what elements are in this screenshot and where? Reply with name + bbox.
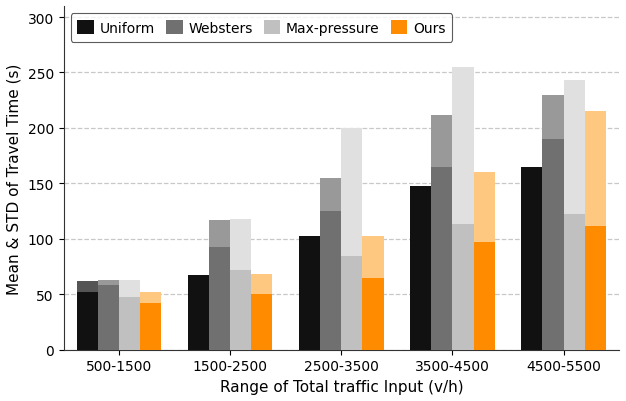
Bar — [77, 282, 98, 292]
Y-axis label: Mean & STD of Travel Time (s): Mean & STD of Travel Time (s) — [7, 63, 22, 294]
Bar — [362, 236, 384, 278]
Bar — [321, 212, 341, 350]
Bar — [431, 167, 453, 350]
Bar — [542, 140, 563, 350]
Bar — [252, 295, 272, 350]
Bar — [431, 115, 453, 167]
Bar — [473, 243, 495, 350]
Bar — [140, 304, 162, 350]
Bar — [209, 247, 230, 350]
Bar — [77, 292, 98, 350]
Bar — [362, 278, 384, 350]
Bar — [321, 178, 341, 212]
Bar — [563, 215, 585, 350]
Bar — [341, 256, 362, 350]
Bar — [98, 286, 119, 350]
Bar — [252, 275, 272, 295]
Legend: Uniform, Websters, Max-pressure, Ours: Uniform, Websters, Max-pressure, Ours — [71, 14, 453, 43]
Bar — [453, 225, 473, 350]
Bar — [542, 95, 563, 140]
Bar — [230, 270, 252, 350]
Bar — [563, 81, 585, 215]
Bar — [119, 280, 140, 297]
Bar — [473, 173, 495, 243]
Bar — [410, 186, 431, 350]
Bar — [521, 167, 542, 350]
Bar — [230, 219, 252, 270]
X-axis label: Range of Total traffic Input (v/h): Range of Total traffic Input (v/h) — [220, 379, 463, 394]
Bar — [585, 112, 606, 226]
Bar — [453, 68, 473, 225]
Bar — [209, 221, 230, 247]
Bar — [299, 236, 321, 350]
Bar — [98, 280, 119, 286]
Bar — [188, 276, 209, 350]
Bar — [341, 129, 362, 256]
Bar — [119, 297, 140, 350]
Bar — [140, 292, 162, 304]
Bar — [585, 226, 606, 350]
